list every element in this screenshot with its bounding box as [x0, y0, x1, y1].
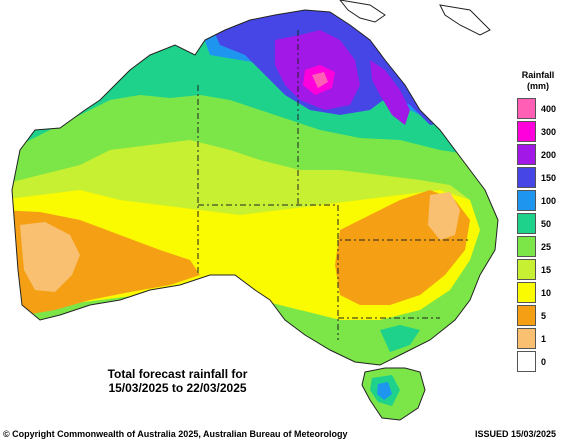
mainland-australia: [11, 9, 499, 366]
png-coast: [339, 0, 386, 23]
legend-label: 400: [541, 103, 557, 114]
rainfall-legend: Rainfall (mm) 400 300 200 150 100 50 25 15 10 5 1 0: [508, 70, 568, 373]
legend-label: 200: [541, 149, 557, 160]
legend-item: 5: [517, 304, 568, 327]
legend-label: 1: [541, 333, 547, 344]
legend-item: 15: [517, 258, 568, 281]
mainland-outline: [11, 9, 499, 366]
rainfall-map: [11, 0, 499, 421]
legend-item: 25: [517, 235, 568, 258]
legend-swatch: [517, 305, 536, 326]
legend-label: 0: [541, 356, 547, 367]
legend-title: Rainfall (mm): [508, 70, 568, 92]
band-1mm-east: [428, 192, 460, 240]
band-200mm-coast: [370, 60, 410, 125]
legend-item: 100: [517, 189, 568, 212]
legend-swatch: [517, 259, 536, 280]
legend-label: 15: [541, 264, 552, 275]
legend-label: 300: [541, 126, 557, 137]
legend-swatch: [517, 144, 536, 165]
band-1mm-west: [20, 222, 80, 292]
legend-item: 150: [517, 166, 568, 189]
legend-item: 400: [517, 97, 568, 120]
legend-swatch: [517, 282, 536, 303]
footer: © Copyright Commonwealth of Australia 20…: [0, 428, 570, 443]
legend-item: 1: [517, 327, 568, 350]
tasmania-100mm: [377, 382, 392, 400]
copyright-text: © Copyright Commonwealth of Australia 20…: [3, 429, 348, 439]
legend-label: 25: [541, 241, 552, 252]
legend-swatch: [517, 351, 536, 372]
legend-swatch: [517, 98, 536, 119]
forecast-caption: Total forecast rainfall for 15/03/2025 t…: [85, 367, 270, 395]
legend-title-line1: Rainfall: [521, 70, 555, 80]
legend-title-line2: (mm): [527, 81, 549, 91]
legend-item: 0: [517, 350, 568, 373]
legend-item: 300: [517, 120, 568, 143]
legend-label: 150: [541, 172, 557, 183]
png-island: [439, 4, 491, 36]
border-sa-qld: [337, 205, 470, 241]
tasmania: [361, 367, 426, 421]
legend-item: 50: [517, 212, 568, 235]
issued-date: ISSUED 15/03/2025: [474, 429, 556, 439]
state-borders: [197, 30, 470, 340]
legend-swatch: [517, 213, 536, 234]
legend-swatch: [517, 328, 536, 349]
legend-swatch: [517, 167, 536, 188]
legend-swatch: [517, 236, 536, 257]
caption-line1: Total forecast rainfall for: [107, 367, 248, 381]
legend-label: 50: [541, 218, 552, 229]
legend-items: 400 300 200 150 100 50 25 15 10 5 1 0: [517, 97, 568, 373]
legend-label: 100: [541, 195, 557, 206]
legend-item: 10: [517, 281, 568, 304]
legend-swatch: [517, 121, 536, 142]
legend-swatch: [517, 190, 536, 211]
legend-item: 200: [517, 143, 568, 166]
caption-line2: 15/03/2025 to 22/03/2025: [108, 381, 247, 395]
papua-new-guinea: [339, 0, 491, 36]
legend-label: 10: [541, 287, 552, 298]
legend-label: 5: [541, 310, 547, 321]
band-400mm: [312, 72, 328, 88]
australia-rainfall-map-svg: [11, 0, 499, 421]
band-50mm-southeast: [380, 325, 420, 352]
